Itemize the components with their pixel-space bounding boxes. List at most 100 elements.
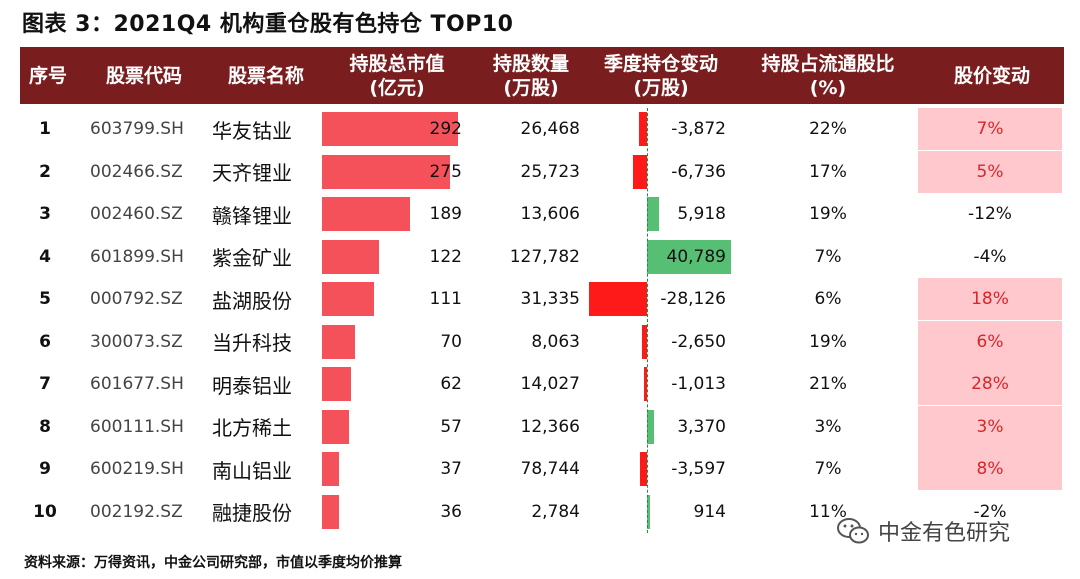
stock-code: 300073.SZ xyxy=(90,321,210,363)
market-cap-bar xyxy=(322,409,349,444)
shares-held-text: 26,468 xyxy=(520,119,580,139)
market-cap-value-text: 36 xyxy=(440,501,462,522)
row-index: 9 xyxy=(20,448,70,490)
price-change-text: 5% xyxy=(976,161,1004,182)
shares-held-text: 25,723 xyxy=(520,161,580,182)
market-cap-bar xyxy=(322,452,339,486)
float-share-pct-text: 7% xyxy=(814,459,842,479)
holding-change-value-text: -3,872 xyxy=(671,119,726,139)
shares-held: 13,606 xyxy=(462,193,580,235)
stock-code: 601677.SH xyxy=(90,363,210,405)
header-cap: 持股总市值 (亿元) xyxy=(322,47,472,104)
shares-held-text: 31,335 xyxy=(520,289,580,309)
market-cap-value: 122 xyxy=(322,236,462,278)
row-index: 10 xyxy=(20,491,70,533)
header-cap-unit: (亿元) xyxy=(369,76,425,99)
stock-code: 002460.SZ xyxy=(90,193,210,235)
stock-code: 000792.SZ xyxy=(90,278,210,320)
shares-held: 12,366 xyxy=(462,406,580,448)
price-change-highlight xyxy=(918,448,1062,490)
market-cap-value-text: 70 xyxy=(440,331,462,352)
table-row: 8 600111.SH 北方稀土 57 12,366 3,370 3% 3% xyxy=(20,405,1064,448)
shares-held: 14,027 xyxy=(462,363,580,405)
price-change: 5% xyxy=(918,151,1062,193)
table-row: 5 000792.SZ 盐湖股份 111 31,335 -28,126 6% 18% xyxy=(20,278,1064,320)
holding-change-value-text: -2,650 xyxy=(671,331,726,352)
price-change: 6% xyxy=(918,321,1062,363)
shares-held: 8,063 xyxy=(462,321,580,363)
market-cap-value: 70 xyxy=(322,321,462,363)
stock-name: 盐湖股份 xyxy=(212,278,322,320)
holding-change-value-text: 914 xyxy=(693,501,726,522)
wechat-icon xyxy=(837,518,869,544)
header-px: 股价变动 xyxy=(920,47,1064,104)
stock-code-text: 002466.SZ xyxy=(90,161,183,182)
stock-code-text: 603799.SH xyxy=(90,119,184,139)
row-index-text: 4 xyxy=(39,246,51,267)
price-change-text: 6% xyxy=(976,331,1004,352)
shares-held: 2,784 xyxy=(462,491,580,533)
row-index: 6 xyxy=(20,321,70,363)
shares-held: 78,744 xyxy=(462,448,580,490)
float-share-pct-text: 11% xyxy=(809,501,847,522)
header-shares-label: 持股数量 xyxy=(492,52,569,75)
shares-held: 31,335 xyxy=(462,278,580,320)
market-cap-value: 111 xyxy=(322,278,462,320)
shares-held: 26,468 xyxy=(462,108,580,150)
stock-name: 华友钴业 xyxy=(212,108,322,150)
shares-held: 127,782 xyxy=(462,236,580,278)
price-change-highlight xyxy=(918,320,1062,363)
watermark-text: 中金有色研究 xyxy=(878,521,1011,546)
float-share-pct: 22% xyxy=(760,108,896,150)
market-cap-bar xyxy=(322,282,374,316)
stock-code: 002192.SZ xyxy=(90,491,210,533)
market-cap-value-text: 122 xyxy=(429,246,462,267)
row-index-text: 6 xyxy=(39,331,51,352)
stock-code: 601899.SH xyxy=(90,236,210,278)
stock-code: 600111.SH xyxy=(90,406,210,448)
market-cap-bar xyxy=(322,367,351,401)
holding-change-value: -3,872 xyxy=(580,108,726,150)
stock-name-text: 盐湖股份 xyxy=(212,288,292,313)
stock-name-text: 紫金矿业 xyxy=(212,246,292,270)
price-change-text: 8% xyxy=(976,459,1004,479)
shares-held-text: 127,782 xyxy=(509,246,580,267)
page-title: 图表 3：2021Q4 机构重仓股有色持仓 TOP10 xyxy=(22,12,514,37)
price-change-text: 18% xyxy=(971,289,1009,309)
price-change: 28% xyxy=(918,363,1062,405)
shares-held-text: 12,366 xyxy=(520,416,580,437)
holding-change-value-text: -3,597 xyxy=(671,459,726,479)
holding-change-value-text: 5,918 xyxy=(677,204,726,224)
header-chg-label: 季度持仓变动 xyxy=(603,52,718,75)
shares-held-text: 8,063 xyxy=(531,331,580,352)
market-cap-bar xyxy=(322,197,410,231)
stock-code-text: 000792.SZ xyxy=(90,289,183,309)
header-pct-label: 持股占流通股比 xyxy=(761,52,895,75)
holding-change-value: 914 xyxy=(580,491,726,533)
stock-name-text: 当升科技 xyxy=(212,331,292,355)
header-shares: 持股数量 (万股) xyxy=(472,47,590,104)
float-share-pct: 21% xyxy=(760,363,896,405)
market-cap-value-text: 37 xyxy=(440,459,462,479)
float-share-pct-text: 19% xyxy=(809,204,847,224)
header-pct-unit: (%) xyxy=(809,76,847,99)
holding-change-bar xyxy=(642,324,647,359)
stock-name-text: 融捷股份 xyxy=(212,501,292,525)
holding-change-value: 5,918 xyxy=(580,193,726,235)
holding-change-bar xyxy=(647,494,650,529)
stock-name: 融捷股份 xyxy=(212,491,322,533)
holding-change-bar xyxy=(647,197,659,231)
price-change: -2% xyxy=(918,491,1062,533)
float-share-pct: 7% xyxy=(760,236,896,278)
float-share-pct-text: 21% xyxy=(809,374,847,394)
table-row: 3 002460.SZ 赣锋锂业 189 13,606 5,918 19% -12% xyxy=(20,193,1064,235)
float-share-pct: 3% xyxy=(760,406,896,448)
float-share-pct: 6% xyxy=(760,278,896,320)
stock-code-text: 600111.SH xyxy=(90,416,184,437)
float-share-pct: 19% xyxy=(760,321,896,363)
market-cap-bar xyxy=(322,324,355,359)
table-row: 6 300073.SZ 当升科技 70 8,063 -2,650 19% 6% xyxy=(20,320,1064,363)
market-cap-value-text: 292 xyxy=(429,119,462,139)
stock-code-text: 300073.SZ xyxy=(90,331,183,352)
holding-change-value: -2,650 xyxy=(580,321,726,363)
